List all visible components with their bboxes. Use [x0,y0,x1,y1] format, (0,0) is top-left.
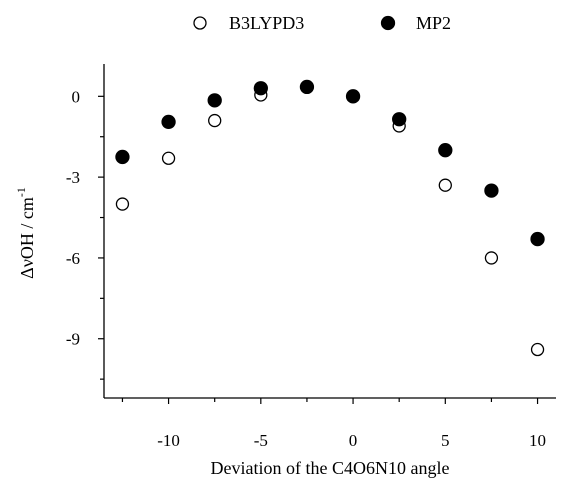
data-point-b3lypd3 [115,197,130,211]
axes [103,64,556,399]
data-point-mp2 [207,93,222,108]
data-point-mp2 [299,79,315,95]
data-point-mp2 [115,149,130,165]
series-b3lypd3 [115,80,545,357]
data-point-mp2 [530,231,545,247]
data-point-mp2 [161,114,176,130]
y-axis-label-superscript: -1 [14,187,28,197]
data-point-mp2 [438,143,453,158]
y-tick-label: -6 [66,249,80,268]
data-point-mp2 [484,183,499,198]
y-tick-label: -3 [66,168,80,187]
legend-marker-b3lypd3 [193,16,207,30]
x-tick-label: -10 [157,431,180,450]
data-point-b3lypd3 [484,251,499,265]
legend: B3LYPD3 MP2 [193,13,451,33]
data-point-b3lypd3 [161,151,176,165]
ticks: -10 -5 0 5 10 0 -3 -6 -9 [66,87,546,450]
series-mp2 [115,79,545,247]
y-tick-label: 0 [72,87,81,106]
legend-label-mp2: MP2 [416,13,451,33]
x-tick-label: -5 [254,431,268,450]
data-point-b3lypd3 [438,178,452,192]
data-point-mp2 [345,89,361,104]
data-points [115,79,545,357]
x-tick-label: 0 [349,431,358,450]
data-point-b3lypd3 [530,342,545,357]
data-point-mp2 [392,112,407,127]
data-point-b3lypd3 [208,113,222,128]
legend-marker-mp2 [380,15,396,31]
data-point-mp2 [253,81,268,96]
y-axis-label: ΔνOH / cm-1 [14,187,37,279]
x-axis-label: Deviation of the C4O6N10 angle [211,458,450,478]
y-tick-label: -9 [66,330,80,349]
x-tick-label: 5 [441,431,450,450]
x-tick-label: 10 [529,431,546,450]
legend-label-b3lypd3: B3LYPD3 [229,13,304,33]
